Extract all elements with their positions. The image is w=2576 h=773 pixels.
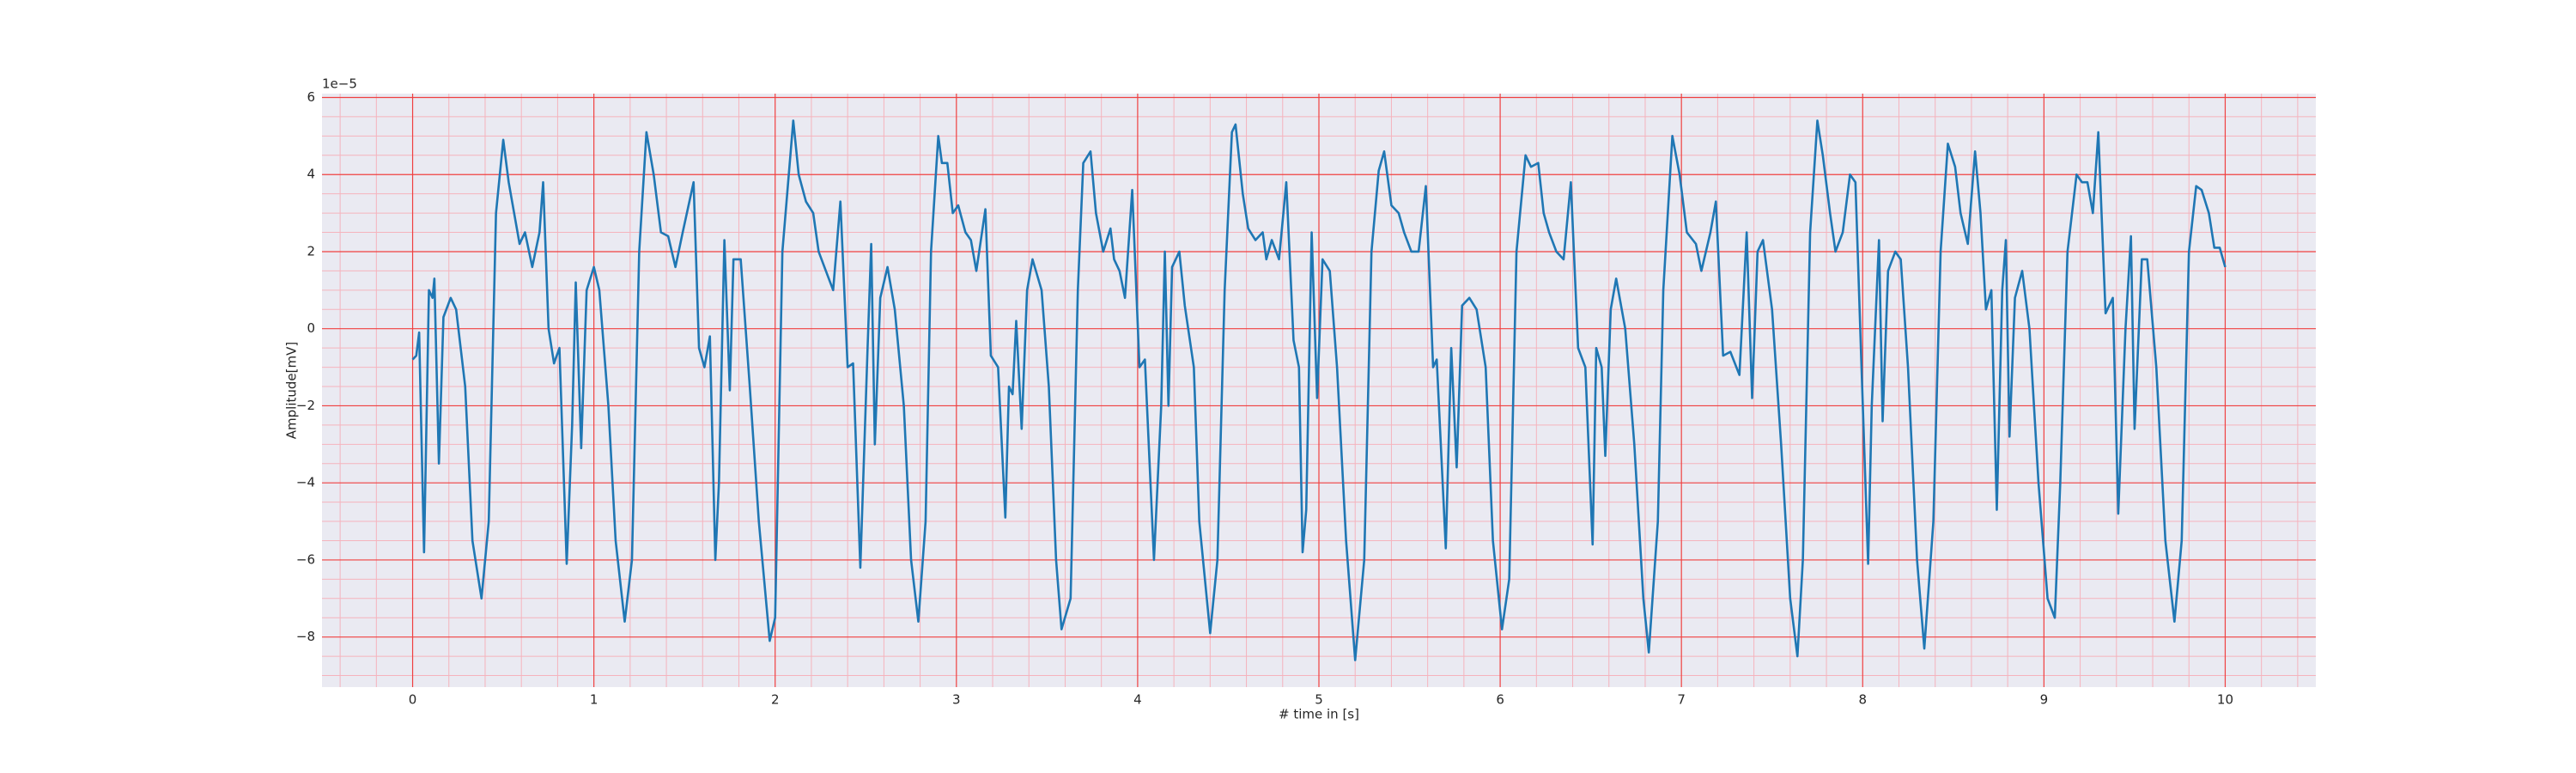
y-tick-label: −8	[296, 629, 315, 644]
x-tick-label: 9	[2040, 692, 2049, 708]
y-offset-label: 1e−5	[322, 76, 357, 92]
y-tick-label: 0	[307, 320, 315, 336]
x-tick-label: 7	[1677, 692, 1686, 708]
x-axis-label: # time in [s]	[1279, 707, 1359, 722]
x-tick-label: 0	[409, 692, 417, 708]
x-tick-label: 10	[2217, 692, 2233, 708]
y-tick-label: −6	[296, 551, 315, 567]
y-tick-label: 2	[307, 243, 315, 259]
major-grid	[322, 94, 2316, 687]
y-tick-label: −4	[296, 475, 315, 490]
y-tick-label: −2	[296, 398, 315, 413]
x-tick-label: 2	[771, 692, 780, 708]
y-axis-label: Amplitude[mV]	[284, 342, 300, 439]
x-tick-label: 3	[952, 692, 961, 708]
x-tick-label: 4	[1133, 692, 1142, 708]
labels: 0 1 2 3 4 5 6 7 8 9 10 −8 −6 −4 −2 0 2 4 6	[296, 89, 2233, 708]
signal-line	[411, 119, 2227, 661]
x-tick-label: 5	[1315, 692, 1323, 708]
y-tick-label: 4	[307, 167, 315, 182]
lines	[411, 119, 2227, 661]
x-tick-label: 1	[590, 692, 598, 708]
x-tick-label: 8	[1858, 692, 1867, 708]
x-tick-label: 6	[1496, 692, 1504, 708]
y-tick-label: 6	[307, 89, 315, 105]
